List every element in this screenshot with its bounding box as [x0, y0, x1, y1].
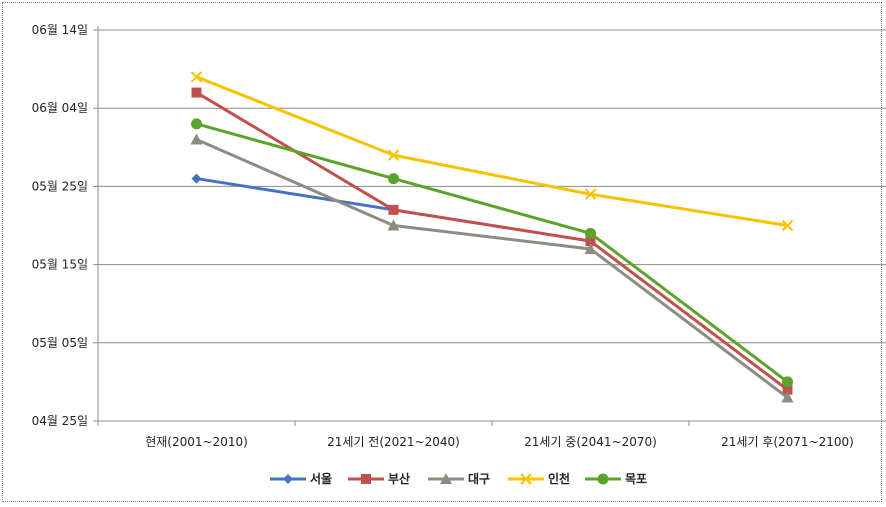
series-line	[196, 122, 789, 384]
y-axis-ticks: 04월 25일 05월 05일 05월 15일 05월 25일 06월 04일 06월 1…	[32, 23, 88, 428]
series-line	[195, 91, 789, 391]
x-tick-label: 현재(2001~2010)	[145, 435, 248, 449]
series-lines	[190, 71, 794, 403]
data-point	[782, 376, 793, 388]
data-point	[584, 242, 597, 254]
data-point	[387, 219, 400, 231]
data-point	[781, 391, 794, 403]
data-point	[585, 227, 596, 239]
legend-item: 목포	[585, 472, 647, 486]
legend-item: 인천	[508, 471, 570, 486]
data-point	[585, 236, 596, 247]
y-tick-label: 06월 04일	[32, 101, 88, 115]
series-line	[195, 138, 789, 399]
legend-label: 인천	[548, 471, 570, 486]
legend-label: 서울	[310, 471, 332, 486]
legend: 서울 부산 대구 인천 목포	[270, 471, 647, 486]
data-point	[283, 474, 293, 484]
data-point	[584, 188, 597, 200]
data-point	[361, 474, 371, 484]
y-tick-label: 04월 25일	[32, 414, 88, 428]
series-line	[196, 177, 394, 212]
data-point	[388, 173, 399, 185]
legend-item: 서울	[270, 471, 332, 486]
x-tick-label: 21세기 중(2041~2070)	[524, 435, 657, 449]
chart-frame	[2, 2, 882, 502]
data-point	[781, 219, 794, 232]
gridlines	[93, 26, 886, 426]
data-point	[191, 118, 202, 130]
data-point	[520, 473, 532, 485]
data-point	[190, 133, 203, 145]
data-point	[190, 71, 203, 83]
legend-label: 부산	[388, 471, 410, 486]
data-point	[388, 204, 399, 215]
data-point	[191, 87, 202, 98]
x-axis-ticks: 현재(2001~2010) 21세기 전(2021~2040) 21세기 중(204…	[145, 435, 854, 449]
legend-label: 대구	[468, 472, 490, 486]
x-tick-label: 21세기 후(2071~2100)	[721, 435, 854, 449]
x-tick-label: 21세기 전(2021~2040)	[327, 435, 460, 449]
data-point	[440, 473, 452, 484]
y-tick-label: 06월 14일	[32, 23, 88, 37]
data-point	[387, 149, 400, 161]
data-point	[191, 173, 202, 184]
data-point	[782, 384, 793, 395]
legend-label: 목포	[625, 472, 647, 486]
series-line	[195, 75, 788, 227]
y-tick-label: 05월 25일	[32, 179, 88, 193]
data-point	[597, 473, 609, 485]
y-tick-label: 05월 05일	[32, 336, 88, 350]
y-tick-label: 05월 15일	[32, 258, 88, 272]
legend-item: 부산	[348, 471, 410, 486]
legend-item: 대구	[428, 472, 490, 486]
